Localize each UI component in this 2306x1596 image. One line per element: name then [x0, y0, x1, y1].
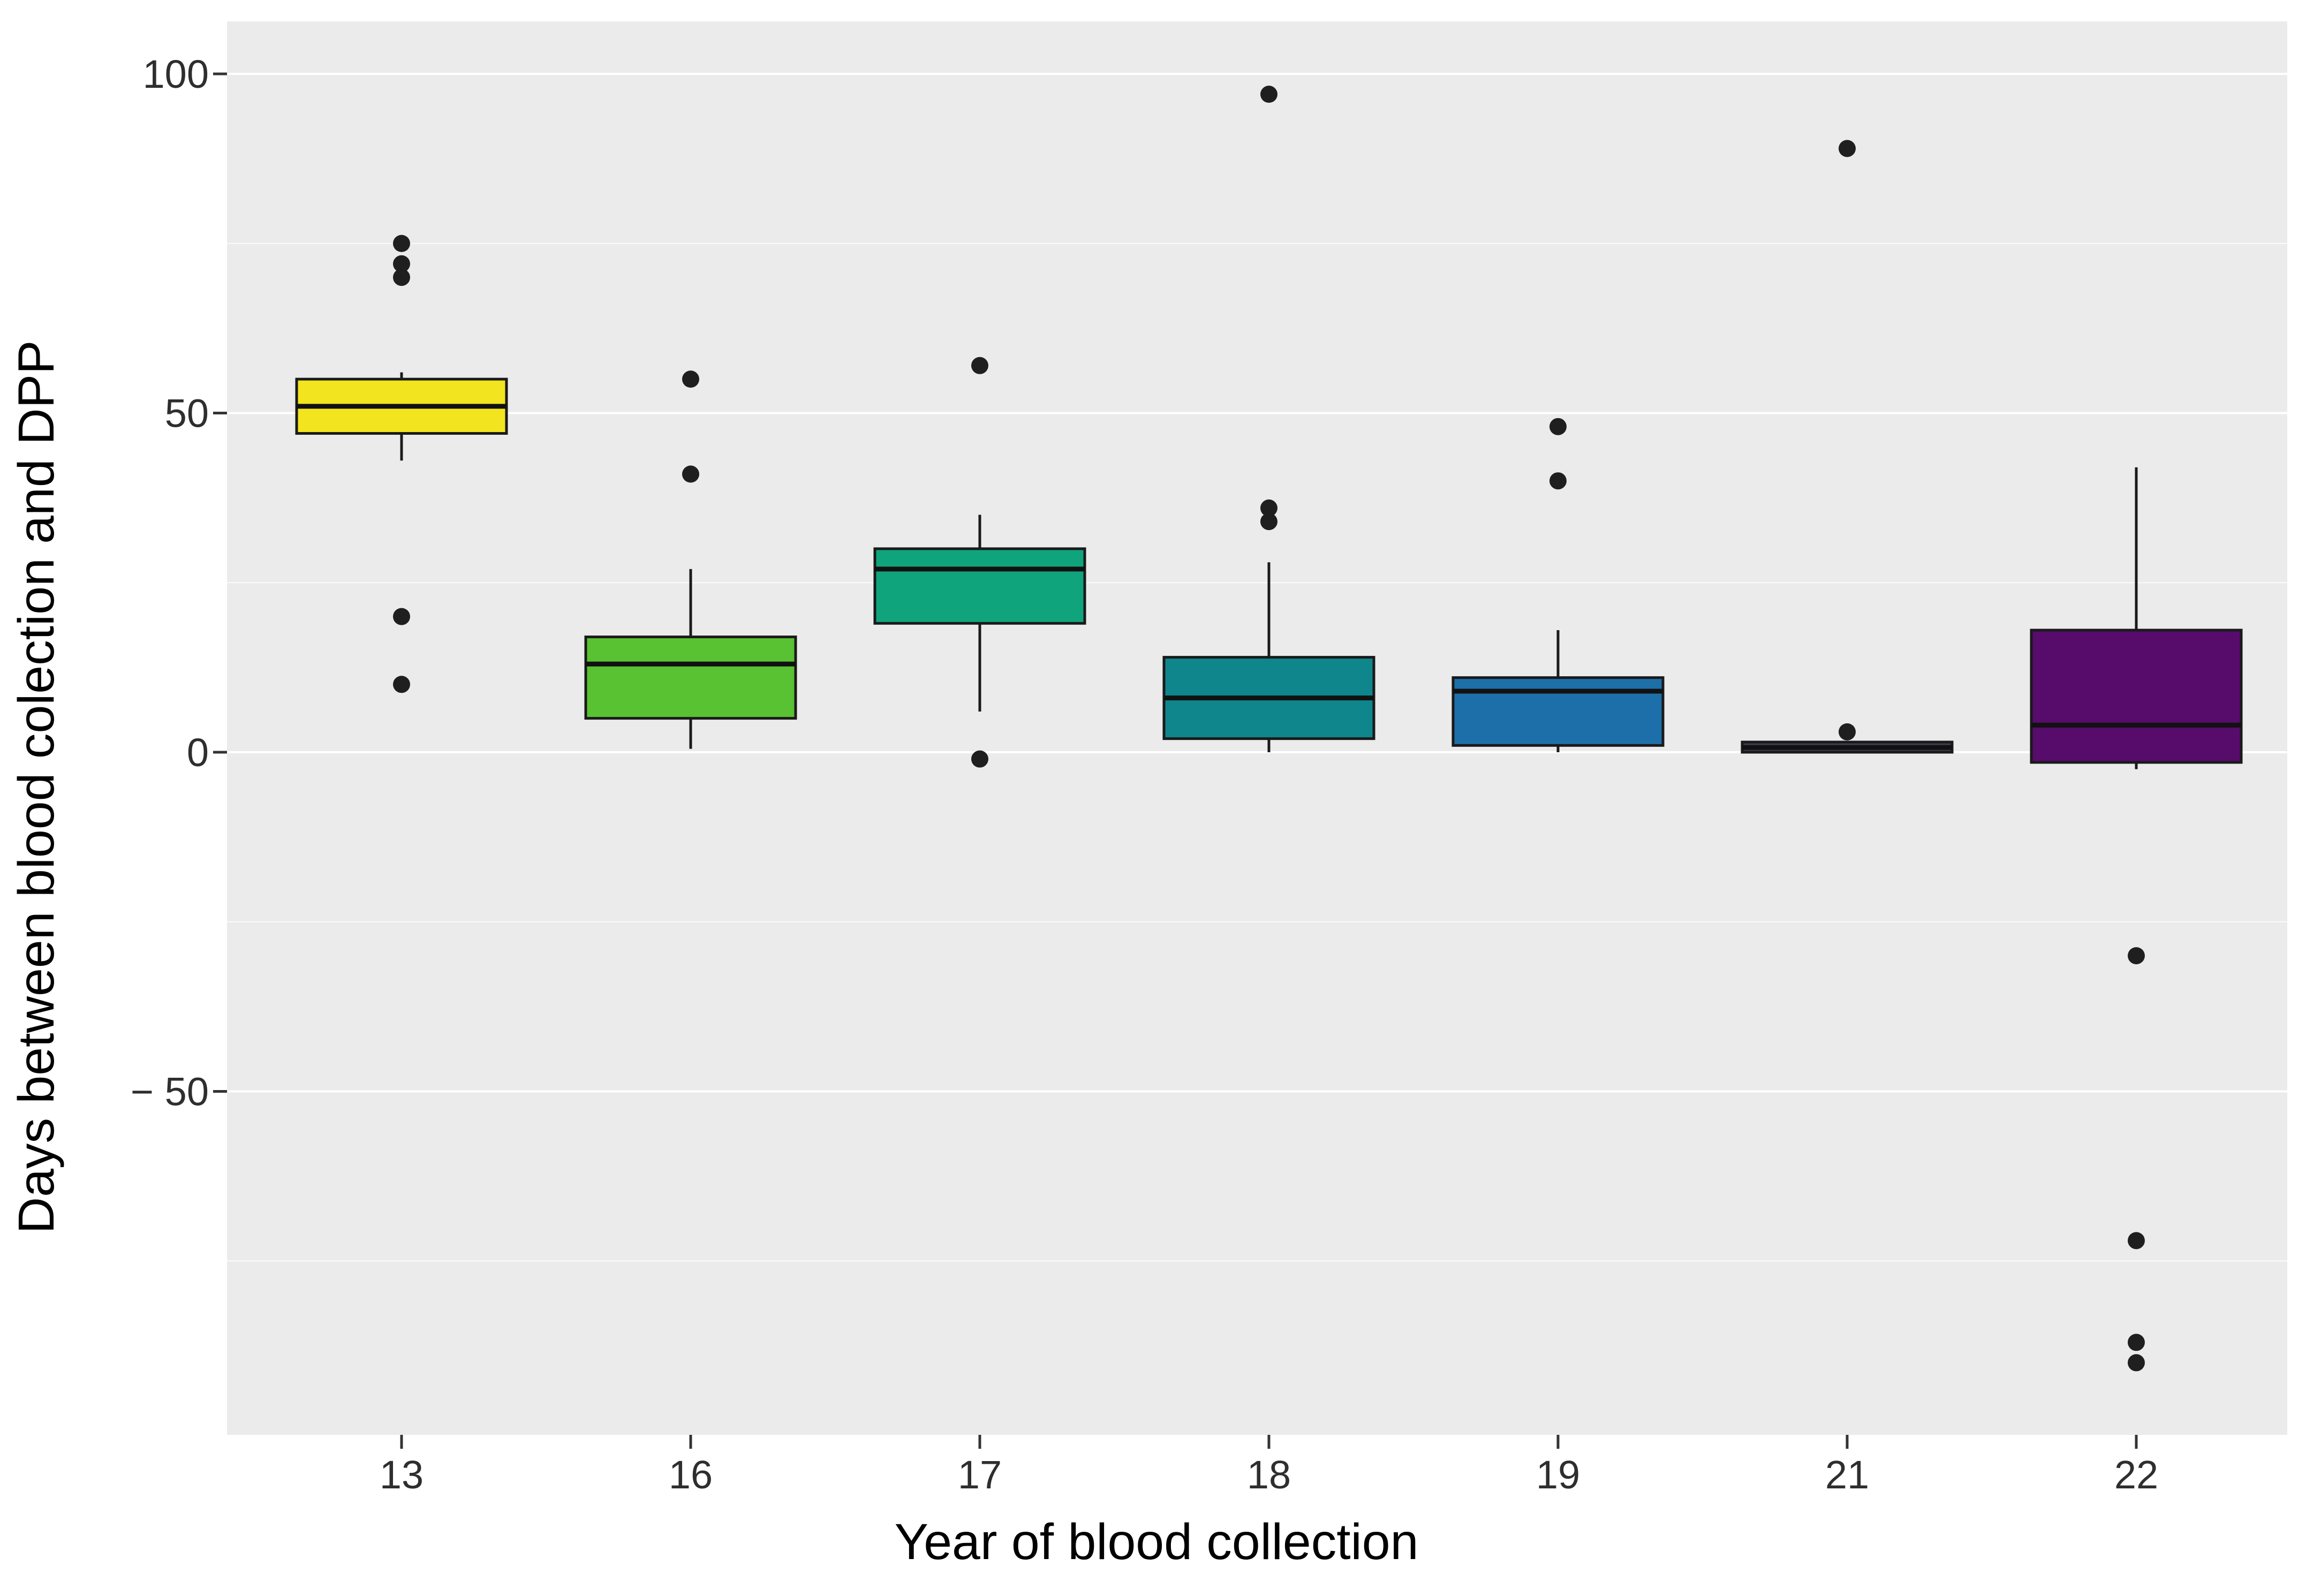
box-19 [1451, 418, 1665, 752]
outlier-dot [393, 255, 410, 273]
outlier-dot [971, 357, 988, 374]
outlier-dot [393, 269, 410, 286]
outlier-dot [971, 750, 988, 768]
outlier-dot [1549, 472, 1567, 490]
iqr-box [2030, 629, 2243, 764]
x-tick-label: 17 [958, 1453, 1002, 1497]
outlier-dot [393, 235, 410, 252]
box-13 [295, 235, 508, 693]
y-tick-label: 50 [165, 391, 209, 436]
box-21 [1741, 140, 1954, 754]
x-tick-label: 21 [1825, 1453, 1869, 1497]
outlier-dot [393, 676, 410, 693]
y-tick-label: − 50 [131, 1070, 209, 1114]
x-tick-label: 16 [669, 1453, 713, 1497]
outlier-dot [2128, 1334, 2145, 1351]
outlier-dot [2128, 947, 2145, 965]
minor-gridlines [227, 243, 2287, 1262]
outlier-dot [2128, 1354, 2145, 1372]
outlier-dot [1839, 723, 1856, 740]
outlier-dot [682, 370, 699, 388]
x-axis-title: Year of blood collection [895, 1514, 1419, 1570]
x-tick-label: 19 [1536, 1453, 1580, 1497]
x-tick-label: 22 [2114, 1453, 2158, 1497]
box-22 [2030, 467, 2243, 1372]
axis-ticks-and-labels: 100 50 0 − 50 13 16 17 18 19 21 22 [131, 52, 2158, 1497]
iqr-box [873, 547, 1086, 625]
outlier-dot [1260, 86, 1277, 103]
outlier-dot [2128, 1232, 2145, 1250]
box-16 [584, 370, 797, 749]
outlier-dot [1260, 499, 1277, 517]
iqr-box [584, 636, 797, 720]
x-tick-label: 13 [380, 1453, 424, 1497]
box-series [295, 86, 2243, 1372]
outlier-dot [393, 608, 410, 625]
outlier-dot [1549, 418, 1567, 435]
y-tick-label: 100 [143, 52, 209, 96]
outlier-dot [1839, 140, 1856, 157]
y-axis-title: Days between blood colection and DPP [8, 341, 65, 1234]
x-tick-label: 18 [1247, 1453, 1291, 1497]
box-18 [1162, 86, 1375, 752]
y-tick-label: 0 [187, 730, 209, 775]
iqr-box [1451, 676, 1665, 747]
outlier-dot [682, 465, 699, 483]
box-17 [873, 357, 1086, 768]
outlier-dot [1260, 513, 1277, 531]
